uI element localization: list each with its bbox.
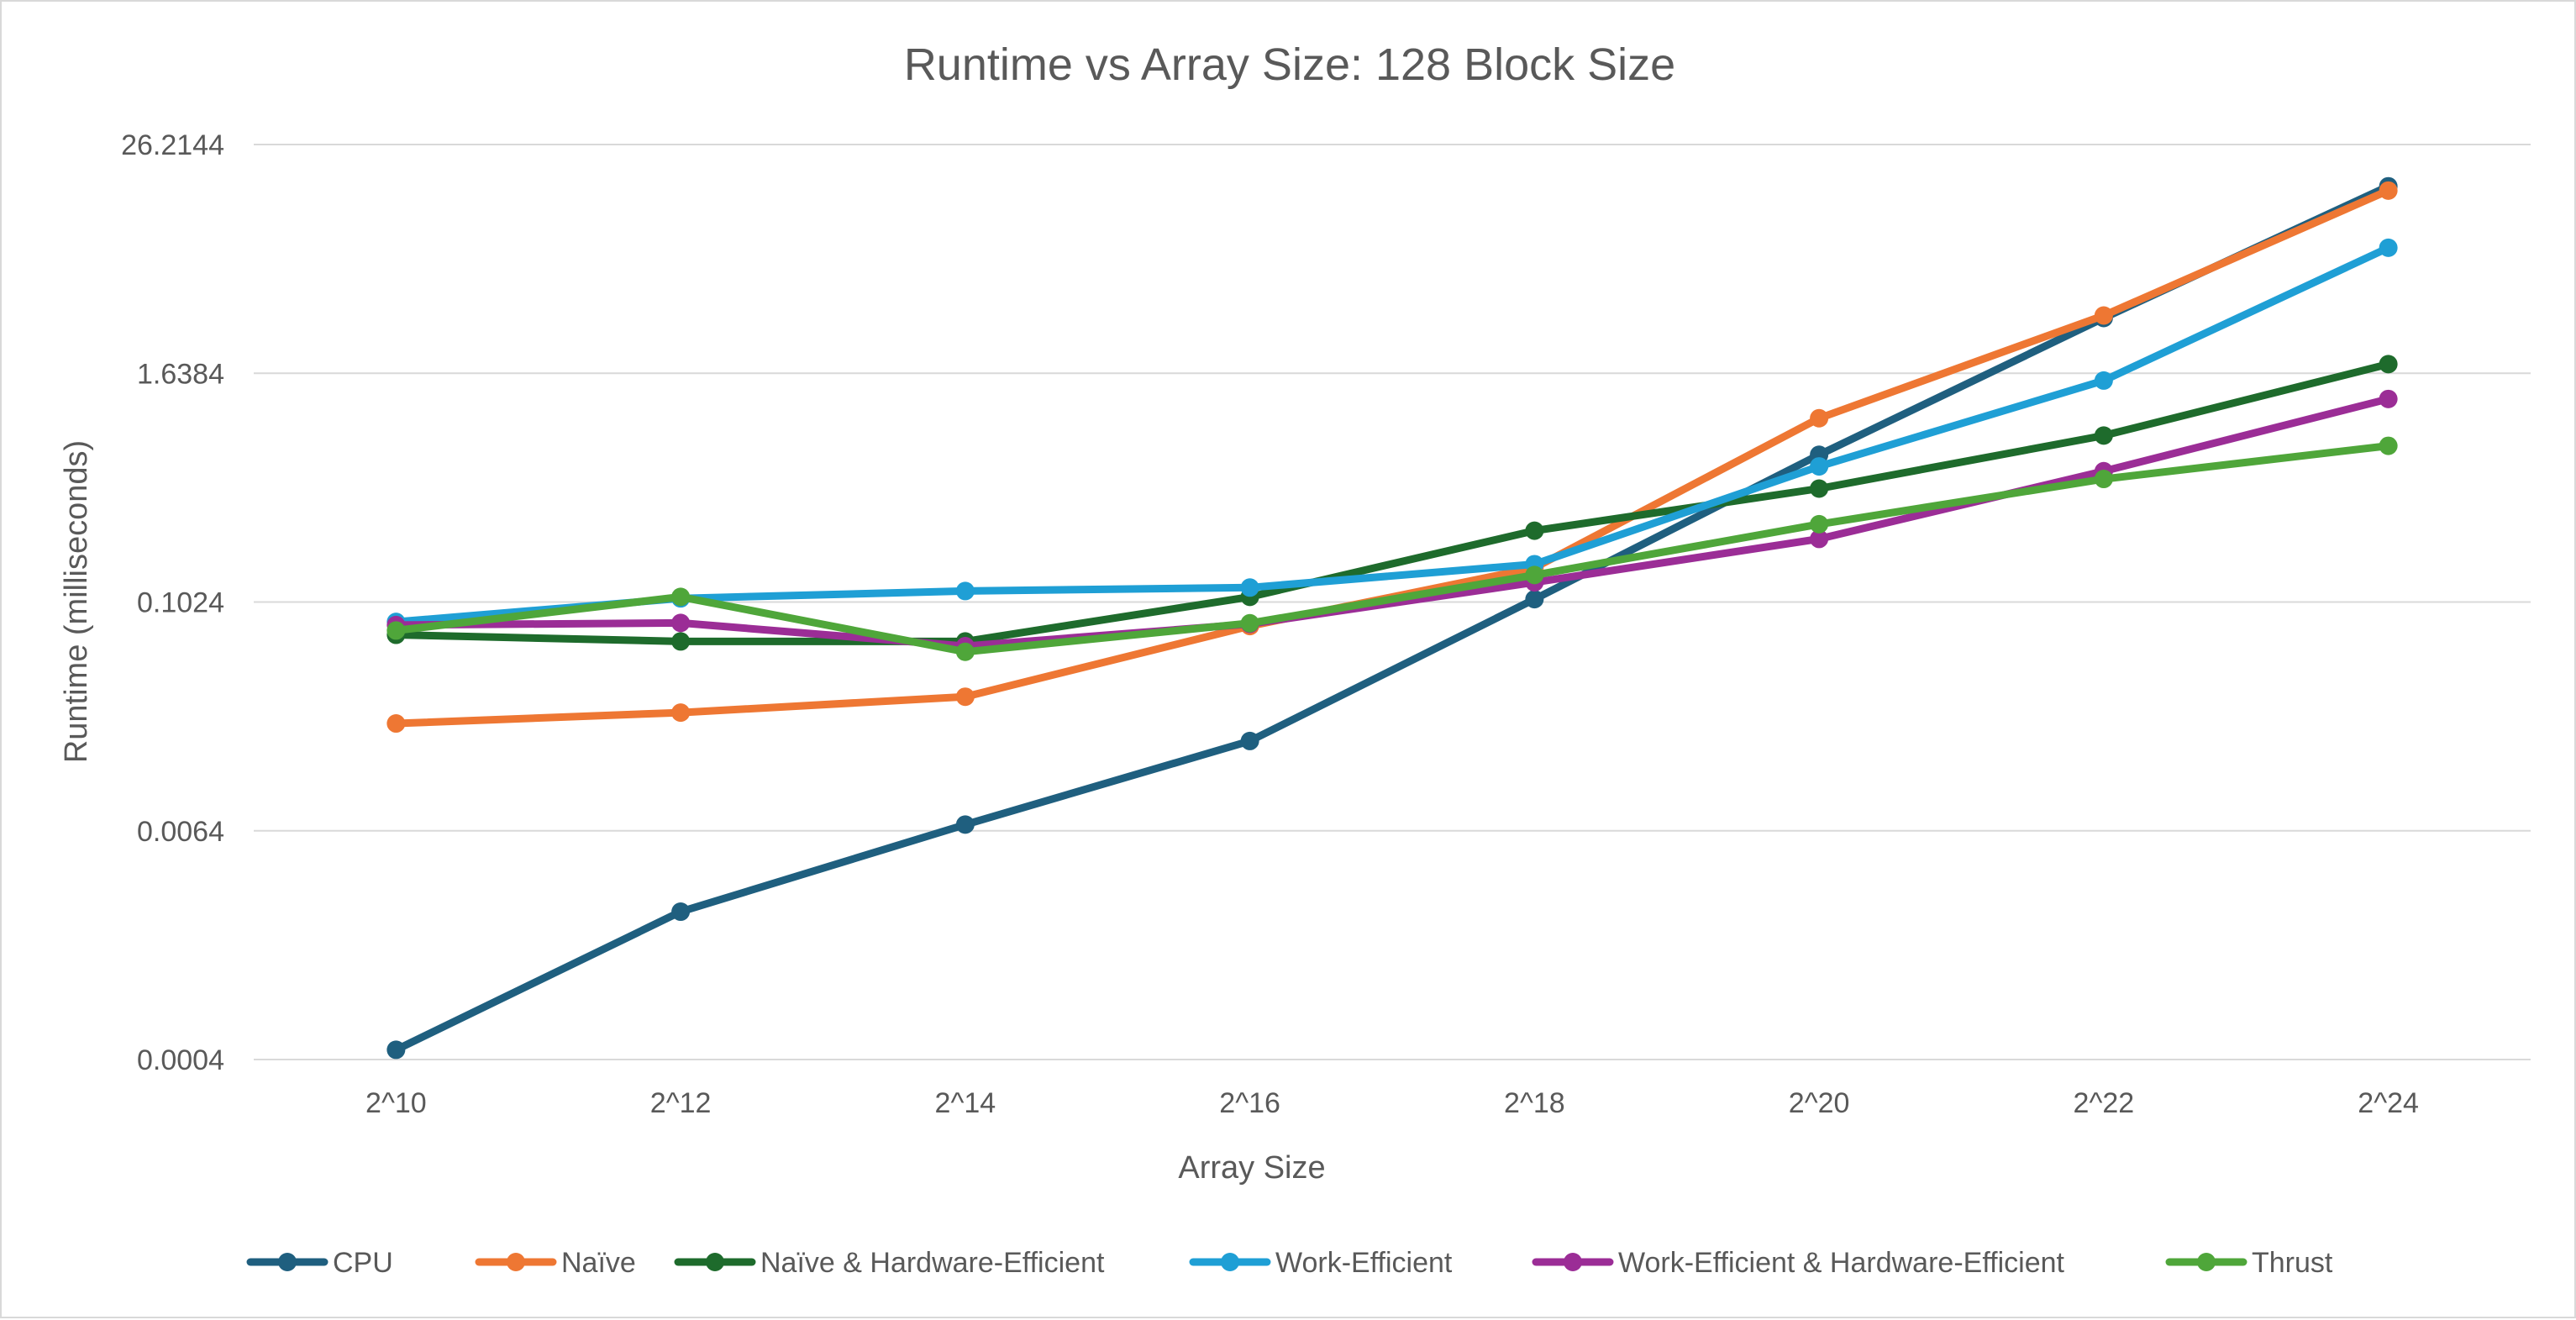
x-tick-label: 2^24 — [2358, 1087, 2419, 1119]
data-point — [1525, 565, 1544, 585]
data-point — [1240, 613, 1259, 633]
data-point — [955, 687, 975, 707]
data-point — [1810, 457, 1829, 476]
data-series — [386, 176, 2398, 1060]
y-tick-label: 1.6384 — [137, 358, 224, 390]
series-line — [392, 395, 2393, 650]
series-line — [392, 182, 2393, 1054]
legend-swatch-marker — [1564, 1253, 1582, 1271]
x-axis-label: Array Size — [1178, 1150, 1325, 1186]
data-point — [2379, 389, 2398, 408]
data-point — [671, 632, 691, 651]
data-point — [671, 613, 691, 633]
legend-item: Naïve & Hardware-Efficient — [674, 1247, 1105, 1279]
x-axis-ticks: 2^10 2^12 2^14 2^16 2^18 2^20 2^22 2^24 — [365, 1087, 2419, 1119]
y-axis-ticks: 0.0004 0.0064 0.1024 1.6384 26.2144 — [121, 129, 224, 1076]
legend-swatch-marker — [278, 1253, 297, 1271]
data-point — [2379, 181, 2398, 200]
legend-swatch-marker — [2197, 1253, 2216, 1271]
data-point — [2094, 371, 2113, 390]
x-tick-label: 2^16 — [1219, 1087, 1280, 1119]
series-line — [392, 360, 2393, 645]
data-point — [1240, 578, 1259, 597]
legend-label: Naïve — [561, 1247, 636, 1279]
x-tick-label: 2^14 — [935, 1087, 996, 1119]
data-point — [2094, 426, 2113, 445]
legend-swatch-marker — [1221, 1253, 1239, 1271]
chart-title: Runtime vs Array Size: 128 Block Size — [904, 39, 1675, 90]
y-tick-label: 26.2144 — [121, 129, 224, 161]
data-point — [671, 902, 691, 922]
legend-label: CPU — [333, 1247, 393, 1279]
data-point — [2379, 436, 2398, 455]
x-tick-label: 2^10 — [365, 1087, 427, 1119]
legend-label: Work-Efficient & Hardware-Efficient — [1618, 1247, 2065, 1279]
data-point — [671, 587, 691, 607]
data-point — [2094, 306, 2113, 325]
data-point — [2094, 470, 2113, 489]
legend-item: CPU — [246, 1247, 393, 1279]
legend-label: Work-Efficient — [1275, 1247, 1453, 1279]
data-point — [1240, 731, 1259, 750]
x-tick-label: 2^20 — [1789, 1087, 1850, 1119]
data-point — [2379, 355, 2398, 374]
y-tick-label: 0.0064 — [137, 816, 224, 848]
x-tick-label: 2^18 — [1504, 1087, 1565, 1119]
legend-swatch-marker — [706, 1253, 724, 1271]
data-point — [386, 1040, 406, 1060]
data-point — [386, 714, 406, 734]
legend-item: Work-Efficient & Hardware-Efficient — [1532, 1247, 2065, 1279]
x-tick-label: 2^12 — [650, 1087, 712, 1119]
legend-item: Work-Efficient — [1189, 1247, 1453, 1279]
data-point — [1525, 590, 1544, 609]
y-axis-label: Runtime (milliseconds) — [59, 440, 94, 763]
data-point — [1525, 521, 1544, 540]
data-point — [671, 703, 691, 723]
series — [386, 181, 2398, 734]
legend-swatch-marker — [507, 1253, 525, 1271]
data-point — [2379, 238, 2398, 257]
y-tick-label: 0.1024 — [137, 587, 224, 619]
data-point — [955, 815, 975, 834]
data-point — [1810, 529, 1829, 549]
legend-item: Thrust — [2165, 1247, 2333, 1279]
data-point — [1810, 408, 1829, 428]
legend-label: Thrust — [2252, 1247, 2333, 1279]
legend-item: Naïve — [475, 1247, 636, 1279]
series — [386, 436, 2398, 661]
series-line — [392, 244, 2393, 626]
legend: CPU Naïve Naïve & Hardware-Efficient Work-E… — [246, 1247, 2333, 1279]
data-point — [386, 621, 406, 640]
data-point — [1810, 514, 1829, 534]
series — [386, 389, 2398, 655]
y-tick-label: 0.0004 — [137, 1044, 224, 1076]
data-point — [1810, 479, 1829, 498]
legend-label: Naïve & Hardware-Efficient — [760, 1247, 1105, 1279]
data-point — [955, 581, 975, 601]
data-point — [955, 642, 975, 661]
x-tick-label: 2^22 — [2074, 1087, 2135, 1119]
series-line — [392, 442, 2393, 656]
